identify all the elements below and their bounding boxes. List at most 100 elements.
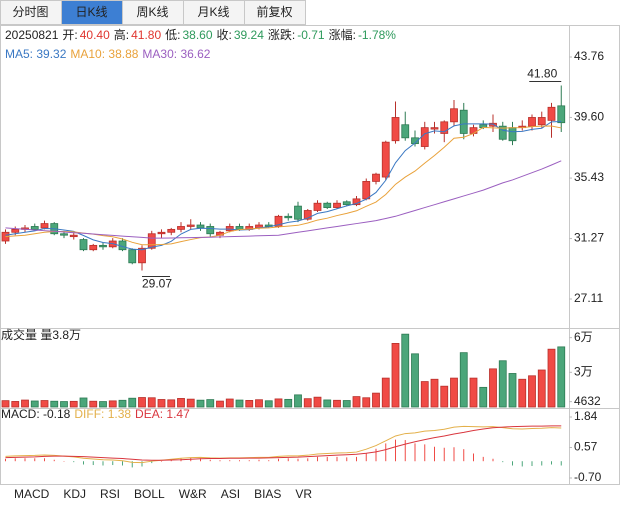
volume-bar — [274, 398, 283, 408]
ma-legend: MA5: 39.32 MA10: 38.88 MA30: 36.62 — [5, 47, 211, 61]
y-tick-label: 6万 — [574, 330, 593, 344]
volume-bar — [255, 399, 263, 408]
date: 20250821 — [5, 28, 59, 42]
info-value: 39.24 — [234, 28, 264, 42]
indicator-tab[interactable]: VR — [295, 487, 312, 501]
volume-bar — [420, 381, 429, 408]
candle-body — [89, 244, 98, 251]
volume-bar — [372, 392, 380, 408]
candle-body — [508, 127, 517, 142]
candle-body — [459, 109, 468, 134]
volume-bar — [498, 360, 507, 408]
candle-body — [177, 226, 185, 230]
y-tick-label: 31.27 — [574, 231, 604, 245]
tab-label[interactable]: 周K线 — [136, 5, 168, 19]
volume-bar — [89, 400, 98, 408]
volume-bar — [411, 353, 419, 408]
candle-body — [40, 223, 49, 229]
volume-bar — [479, 386, 488, 408]
volume-bar — [60, 401, 68, 408]
candle-body — [147, 233, 156, 249]
volume-bar — [352, 396, 361, 408]
tab-label[interactable]: 分时图 — [12, 5, 48, 19]
candle-body — [323, 202, 332, 208]
volume-bar — [235, 399, 244, 408]
tab-label[interactable]: 前复权 — [256, 4, 292, 19]
tab[interactable] — [122, 0, 184, 25]
y-tick-label: 3万 — [574, 364, 593, 378]
tab[interactable] — [61, 0, 123, 25]
candle-body — [469, 127, 478, 134]
candle-body — [99, 244, 107, 248]
indicator-tab[interactable]: MACD — [14, 487, 50, 501]
tab-label[interactable]: 日K线 — [75, 5, 107, 19]
info-label: 开: — [62, 28, 77, 42]
volume-bar — [118, 399, 127, 408]
tab[interactable] — [244, 0, 306, 25]
volume-bar — [342, 400, 351, 408]
ohlc-info: 20250821 开: 40.40 高: 41.80 低: 38.60 收: 39.24 涨跌: -… — [5, 27, 396, 42]
volume-bar — [128, 397, 137, 408]
candle-body — [430, 127, 439, 130]
candle-body — [167, 228, 176, 233]
candle-body — [450, 108, 458, 123]
indicator-tab[interactable]: BOLL — [134, 487, 165, 501]
info-label: 收: — [217, 28, 232, 42]
y-tick-label: 27.11 — [574, 291, 603, 305]
volume-bar — [401, 333, 410, 408]
volume-bar — [459, 352, 468, 408]
candle-body — [498, 125, 507, 140]
y-tick-label: 4632 — [574, 394, 601, 408]
volume-bar — [450, 377, 458, 408]
volume-bar — [381, 377, 390, 408]
volume-bar — [440, 385, 449, 408]
legend-entry: MA5: 39.32 — [5, 47, 67, 61]
info-value: -0.71 — [297, 28, 325, 42]
volume-bar — [294, 394, 302, 408]
candle-body — [11, 228, 20, 233]
candle-body — [186, 224, 195, 227]
indicator-tab[interactable]: BIAS — [254, 487, 281, 501]
volume-bar — [528, 375, 536, 408]
volume-bar — [99, 401, 107, 408]
volume-bar — [50, 400, 59, 408]
candle-body — [128, 249, 137, 264]
indicator-tab[interactable]: ASI — [221, 487, 240, 501]
volume-bar — [518, 378, 527, 408]
candle-body — [313, 202, 322, 211]
info-label: 涨跌: — [268, 27, 295, 42]
indicator-tab[interactable]: KDJ — [63, 487, 86, 501]
y-tick-label: 1.84 — [574, 409, 598, 423]
candle-body — [333, 202, 341, 208]
volume-bar — [313, 396, 322, 408]
macd-title: MACD: -0.18 DIFF: 1.38 DEA: 1.47 — [1, 407, 190, 421]
volume-bar — [469, 377, 478, 408]
volume-bar — [21, 399, 29, 408]
volume-bar — [108, 400, 117, 408]
tab-label[interactable]: 月K线 — [197, 5, 229, 19]
volume-bar — [547, 348, 556, 408]
volume-bar — [333, 399, 341, 408]
candle-body — [206, 226, 215, 235]
volume-bar — [303, 398, 312, 408]
volume-bar — [216, 400, 224, 408]
volume-bar — [430, 378, 439, 408]
tab[interactable] — [0, 0, 62, 25]
volume-bar — [69, 400, 78, 408]
candle-body — [372, 173, 380, 182]
candle-body — [69, 234, 78, 238]
legend-entry: MA30: 36.62 — [142, 47, 210, 61]
ma-line — [5, 160, 562, 239]
volume-bar — [147, 397, 156, 408]
candle-body — [79, 239, 88, 251]
info-value: 40.40 — [80, 28, 110, 42]
info-value: 41.80 — [131, 28, 161, 42]
candle-body — [391, 117, 400, 142]
candle-body — [138, 247, 146, 264]
candle-body — [284, 215, 293, 219]
tab[interactable] — [183, 0, 245, 25]
indicator-tab[interactable]: W&R — [179, 487, 207, 501]
indicator-tab[interactable]: RSI — [100, 487, 120, 501]
volume-bar — [40, 400, 49, 408]
ma-line — [5, 121, 562, 251]
